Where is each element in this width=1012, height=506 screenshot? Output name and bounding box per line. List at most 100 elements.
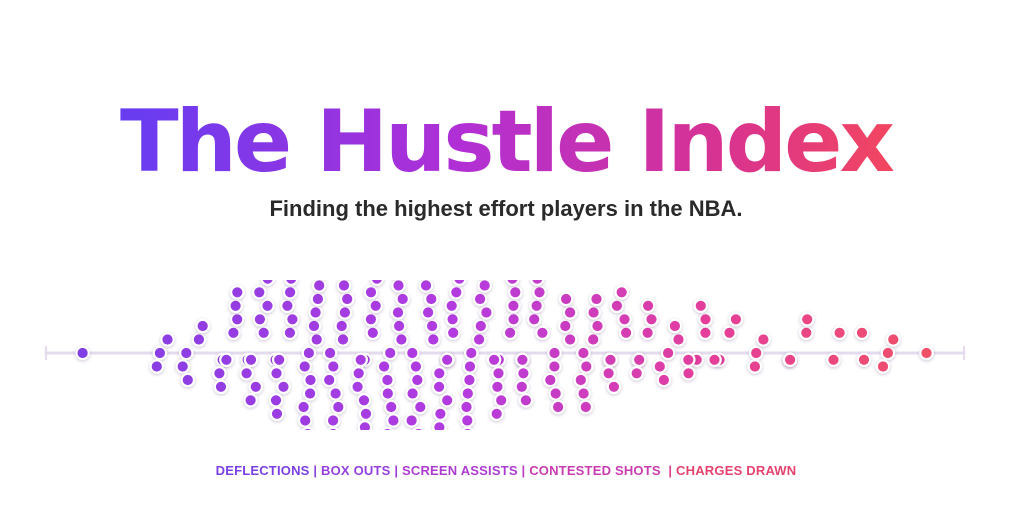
player-dot bbox=[195, 318, 210, 334]
player-dot bbox=[381, 426, 394, 430]
player-dot bbox=[856, 352, 872, 368]
player-dot bbox=[308, 305, 323, 320]
player-dot bbox=[369, 280, 385, 286]
player-dot bbox=[358, 406, 374, 422]
player-dot bbox=[301, 426, 314, 430]
player-dot bbox=[390, 305, 406, 320]
player-dot bbox=[243, 352, 259, 368]
player-dot bbox=[461, 426, 474, 430]
legend-separator: | bbox=[390, 463, 402, 478]
player-dot bbox=[490, 379, 505, 395]
player-dot bbox=[550, 399, 566, 415]
player-dot bbox=[212, 366, 227, 381]
player-dot bbox=[391, 280, 406, 293]
player-dot bbox=[175, 359, 190, 374]
player-dot bbox=[256, 325, 271, 341]
player-dot bbox=[408, 359, 424, 374]
player-dot bbox=[578, 359, 594, 374]
page-title: The Hustle Index bbox=[0, 92, 1012, 192]
player-dot bbox=[152, 345, 168, 361]
player-dot bbox=[558, 291, 574, 307]
player-dot bbox=[330, 399, 346, 415]
player-dot bbox=[251, 285, 267, 300]
player-dot bbox=[493, 393, 509, 408]
player-dot bbox=[562, 305, 578, 320]
player-dot bbox=[409, 372, 425, 388]
player-dot bbox=[230, 285, 245, 300]
player-dot bbox=[798, 325, 814, 341]
legend-separator: | bbox=[309, 463, 322, 478]
player-dot bbox=[228, 298, 243, 314]
player-dot bbox=[404, 413, 419, 428]
legend-separator: | bbox=[517, 463, 530, 478]
player-dot bbox=[576, 386, 591, 401]
player-dot bbox=[445, 325, 461, 341]
player-dot bbox=[386, 413, 401, 428]
player-dot bbox=[693, 298, 709, 314]
player-dot bbox=[728, 311, 744, 327]
player-dot bbox=[252, 311, 268, 327]
page-subtitle: Finding the highest effort players in th… bbox=[269, 196, 743, 221]
player-dot bbox=[671, 332, 686, 347]
player-dot bbox=[586, 305, 601, 320]
player-dot bbox=[722, 325, 737, 341]
player-dot bbox=[698, 311, 713, 327]
player-dot bbox=[380, 386, 396, 401]
player-dot bbox=[260, 280, 275, 286]
player-dot bbox=[680, 352, 696, 368]
player-dot bbox=[601, 366, 616, 381]
player-dot bbox=[629, 366, 644, 381]
player-dot bbox=[875, 359, 891, 374]
player-dot bbox=[660, 345, 676, 361]
player-dot bbox=[191, 332, 207, 347]
player-dot bbox=[799, 311, 815, 327]
player-dot bbox=[328, 386, 343, 401]
player-dot bbox=[269, 406, 285, 422]
player-dot bbox=[405, 386, 420, 401]
player-dot bbox=[269, 366, 284, 381]
player-dot bbox=[506, 298, 521, 314]
player-dot bbox=[832, 325, 847, 341]
player-dot bbox=[681, 366, 696, 381]
player-dot bbox=[609, 298, 625, 314]
player-dot bbox=[339, 291, 355, 307]
player-dot bbox=[747, 359, 763, 374]
player-dot bbox=[667, 318, 683, 334]
player-dot bbox=[380, 372, 395, 388]
player-dot bbox=[243, 393, 258, 408]
player-dot bbox=[547, 345, 562, 361]
player-dot bbox=[424, 318, 440, 334]
player-dot bbox=[506, 311, 521, 327]
player-dot bbox=[282, 285, 298, 300]
player-dot bbox=[160, 332, 175, 347]
player-dot bbox=[303, 372, 318, 388]
player-dot bbox=[383, 399, 399, 415]
player-dot bbox=[280, 298, 295, 314]
player-dot bbox=[418, 280, 434, 293]
player-dot bbox=[391, 318, 407, 334]
player-dot bbox=[439, 393, 455, 408]
player-dot bbox=[885, 332, 901, 347]
player-dot bbox=[459, 413, 475, 428]
player-dot bbox=[919, 345, 934, 361]
player-dot bbox=[282, 325, 298, 341]
player-dot bbox=[535, 325, 550, 341]
player-dot bbox=[302, 386, 318, 401]
player-dot bbox=[516, 366, 531, 381]
player-dot bbox=[326, 426, 340, 430]
legend-deflections: DEFLECTIONS bbox=[215, 463, 310, 478]
player-dot bbox=[363, 311, 379, 327]
legend-contested-shots: CONTESTED SHOTS bbox=[529, 463, 661, 478]
player-dot bbox=[260, 298, 275, 314]
player-dot bbox=[502, 325, 518, 341]
player-dot bbox=[472, 291, 488, 307]
player-dot bbox=[618, 325, 634, 341]
axis-group bbox=[44, 346, 966, 360]
player-dot bbox=[325, 413, 341, 428]
player-dot bbox=[180, 372, 196, 388]
player-dot bbox=[530, 280, 545, 286]
player-dot bbox=[505, 280, 520, 286]
player-dot bbox=[363, 285, 379, 300]
legend-screen-assists: SCREEN ASSISTS bbox=[401, 463, 518, 478]
player-dot bbox=[603, 352, 618, 368]
